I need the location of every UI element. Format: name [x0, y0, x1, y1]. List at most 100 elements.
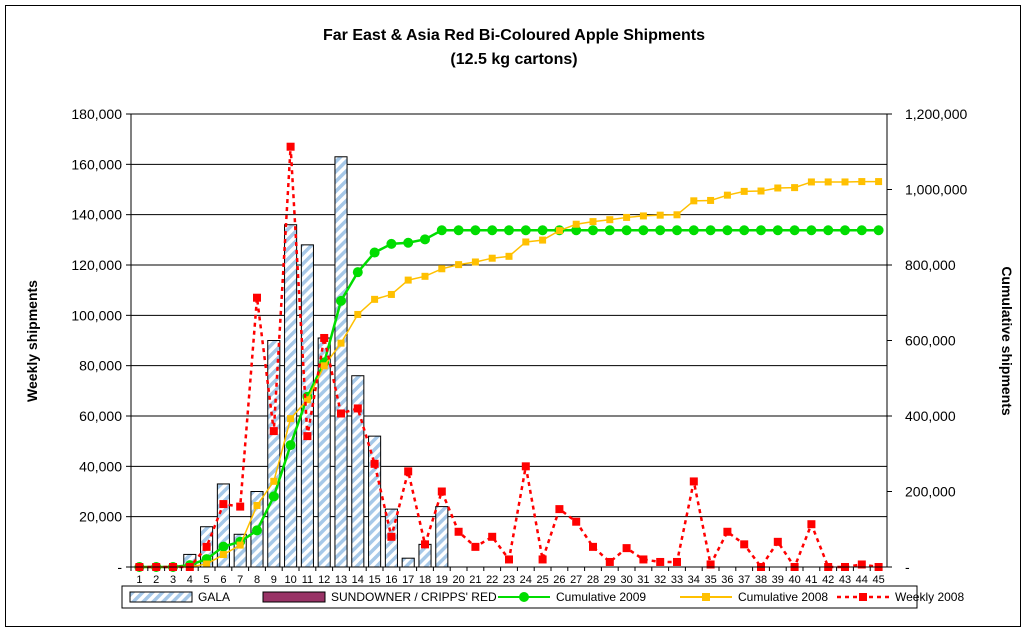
gridlines	[131, 113, 887, 518]
data-point	[706, 560, 715, 569]
x-tick-label: 35	[704, 574, 716, 586]
data-point	[688, 225, 699, 236]
data-point	[453, 225, 464, 236]
data-point	[253, 293, 261, 302]
x-tick-label: 5	[204, 574, 210, 586]
data-point	[773, 537, 782, 546]
y2-tick-label: 1,000,000	[905, 182, 967, 198]
x-tick-label: 8	[254, 574, 260, 586]
data-point	[537, 225, 548, 236]
series-line	[139, 146, 879, 570]
chart-title: Far East & Asia Red Bi-Coloured Apple Sh…	[323, 27, 705, 44]
data-point	[285, 440, 296, 451]
data-point	[807, 520, 816, 529]
data-point	[303, 432, 312, 441]
bar	[267, 340, 281, 568]
data-point	[588, 225, 598, 236]
legend-label: SUNDOWNER / CRIPPS' RED	[331, 590, 497, 604]
x-tick-label: 31	[637, 574, 649, 586]
data-point	[655, 225, 666, 236]
x-tick-label: 34	[688, 574, 700, 586]
data-point	[806, 225, 817, 236]
data-point	[740, 540, 749, 549]
bar	[334, 156, 348, 568]
data-point	[605, 557, 614, 566]
x-tick-label: 15	[368, 574, 380, 586]
x-tick-label: 10	[284, 574, 296, 586]
data-point	[841, 178, 849, 186]
data-point	[286, 142, 295, 151]
data-point	[504, 225, 514, 236]
bar	[435, 506, 449, 568]
x-tick-label: 22	[486, 574, 498, 586]
y-axis-label: Weekly shipments	[24, 280, 40, 402]
legend-marker	[519, 592, 529, 602]
x-tick-label: 36	[721, 574, 733, 586]
data-point	[673, 557, 681, 566]
data-point	[488, 254, 496, 262]
x-tick-label: 1	[136, 574, 142, 586]
x-tick-label: 27	[570, 574, 582, 586]
data-point	[404, 276, 412, 284]
data-point	[370, 459, 379, 468]
data-point	[639, 555, 648, 564]
x-tick-label: 19	[436, 574, 448, 586]
data-point	[421, 540, 429, 549]
data-point	[571, 225, 582, 236]
data-point	[673, 211, 681, 219]
legend-swatch	[129, 591, 193, 603]
data-point	[320, 333, 329, 342]
x-tick-label: 38	[755, 574, 767, 586]
data-point	[858, 178, 866, 186]
data-point	[740, 187, 748, 195]
data-point	[471, 258, 479, 266]
x-tick-label: 42	[822, 574, 834, 586]
y-tick-label: 140,000	[71, 207, 122, 223]
x-tick-label: 16	[385, 574, 397, 586]
y-tick-label: 40,000	[79, 458, 122, 474]
x-tick-label: 32	[654, 574, 666, 586]
data-point	[774, 184, 782, 192]
legend-swatch	[262, 591, 326, 603]
data-point	[437, 487, 446, 496]
data-point	[823, 225, 834, 236]
data-point	[606, 216, 614, 224]
y-tick-label: 20,000	[79, 509, 122, 525]
data-point	[404, 467, 413, 476]
x-tick-label: 20	[452, 574, 464, 586]
data-point	[268, 491, 279, 502]
data-point	[303, 396, 311, 404]
x-tick-label: 28	[587, 574, 599, 586]
data-point	[521, 462, 530, 471]
data-point	[337, 409, 345, 418]
x-tick-label: 21	[469, 574, 481, 586]
data-point	[269, 427, 278, 436]
data-point	[873, 225, 884, 236]
data-point	[218, 541, 229, 552]
bar	[368, 435, 382, 568]
y-tick-label: 80,000	[79, 358, 122, 374]
x-tick-label: 18	[419, 574, 431, 586]
x-tick-label: 13	[335, 574, 347, 586]
data-point	[672, 225, 682, 236]
x-tick-label: 14	[352, 574, 364, 586]
data-point	[572, 517, 581, 526]
data-point	[856, 225, 867, 236]
data-point	[639, 212, 647, 220]
data-point	[270, 477, 278, 485]
data-point	[589, 542, 597, 551]
y2-tick-label: 400,000	[905, 408, 956, 424]
data-point	[287, 415, 295, 423]
data-point	[522, 238, 530, 246]
y2-tick-label: 600,000	[905, 333, 956, 349]
data-point	[454, 527, 463, 536]
chart-subtitle: (12.5 kg cartons)	[450, 51, 577, 68]
data-point	[791, 184, 799, 192]
x-tick-label: 3	[170, 574, 176, 586]
x-tick-label: 40	[788, 574, 800, 586]
data-point	[436, 225, 447, 236]
x-tick-label: 7	[237, 574, 243, 586]
lines	[134, 142, 884, 572]
y2-tick-label: 800,000	[905, 257, 956, 273]
